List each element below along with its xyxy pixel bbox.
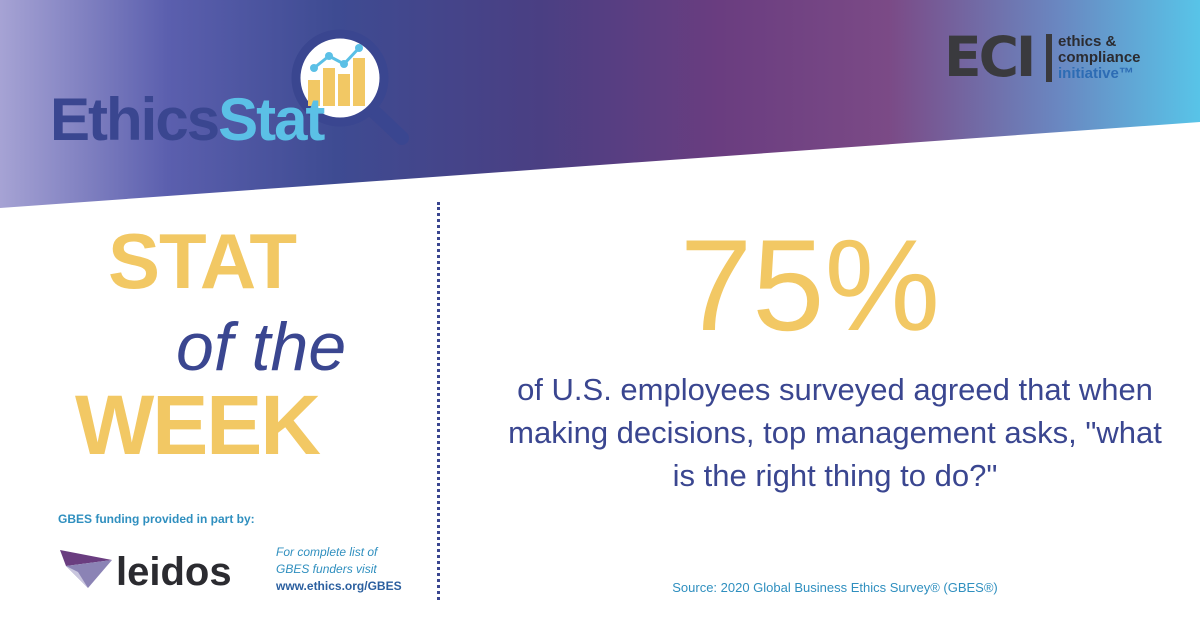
stat-heading: STAT xyxy=(108,217,297,305)
funders-note: For complete list of GBES funders visit … xyxy=(276,544,402,595)
leidos-logo: leidos xyxy=(58,540,258,600)
dotted-divider xyxy=(437,202,440,600)
magnifier-bar-chart-icon xyxy=(291,29,409,145)
eci-divider xyxy=(1046,34,1052,82)
ethicsstat-logo: EthicsStat xyxy=(50,20,409,160)
stat-percent: 75% xyxy=(679,212,941,358)
eci-line-2: compliance xyxy=(1058,49,1141,66)
eci-wordmark: ethics & compliance initiative™ xyxy=(1058,34,1141,82)
eci-line-3: initiative™ xyxy=(1058,65,1134,82)
eci-line-1: ethics & xyxy=(1058,33,1117,50)
leidos-wordmark: leidos xyxy=(116,550,232,594)
leidos-swoosh-icon xyxy=(60,550,112,588)
funders-line-2: GBES funders visit xyxy=(276,562,377,576)
of-the-heading: of the xyxy=(176,309,347,385)
source-note: Source: 2020 Global Business Ethics Surv… xyxy=(672,580,998,595)
logo-word-ethics: Ethics xyxy=(50,86,220,153)
logo-word-stat: Stat xyxy=(218,86,325,153)
funders-line-1: For complete list of xyxy=(276,545,378,559)
ethicsstat-wordmark: EthicsStat xyxy=(50,90,325,150)
funding-note: GBES funding provided in part by: xyxy=(58,512,255,526)
eci-logo: ECI ethics & compliance initiative™ xyxy=(944,30,1184,92)
funders-link[interactable]: www.ethics.org/GBES xyxy=(276,579,402,593)
stat-statement: of U.S. employees surveyed agreed that w… xyxy=(508,372,1162,493)
eci-mark: ECI xyxy=(944,25,1036,89)
week-heading: WEEK xyxy=(75,378,321,472)
